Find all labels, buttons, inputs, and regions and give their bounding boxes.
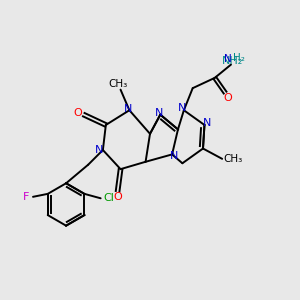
Text: CH₃: CH₃ xyxy=(108,79,127,89)
Text: NH₂: NH₂ xyxy=(222,56,243,66)
Text: O: O xyxy=(73,108,82,118)
Text: N: N xyxy=(95,145,103,155)
Text: N: N xyxy=(170,151,178,161)
Text: F: F xyxy=(23,192,30,202)
Text: N: N xyxy=(154,108,163,118)
Text: Cl: Cl xyxy=(103,193,114,203)
Text: N: N xyxy=(224,54,231,64)
Text: H₂: H₂ xyxy=(233,53,245,63)
Text: O: O xyxy=(114,191,123,202)
Text: O: O xyxy=(223,93,232,103)
Text: CH₃: CH₃ xyxy=(224,154,243,164)
Text: N: N xyxy=(178,103,187,113)
Text: N: N xyxy=(202,118,211,128)
Text: N: N xyxy=(124,104,132,114)
